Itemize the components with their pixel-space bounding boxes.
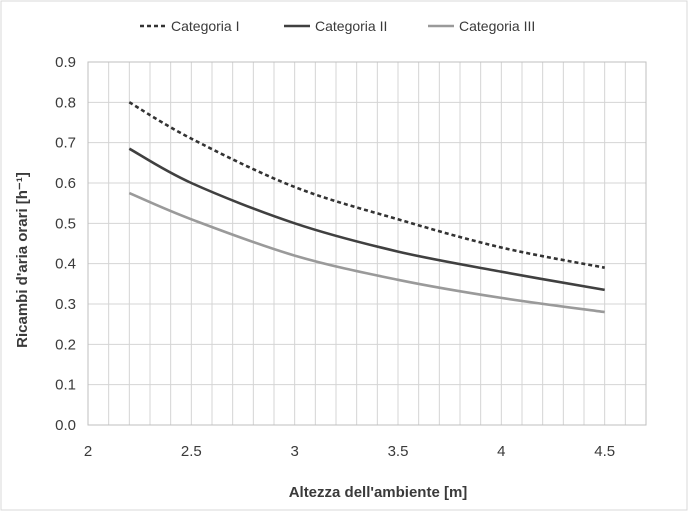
- x-tick-label: 3: [290, 443, 298, 460]
- y-tick-label: 0.5: [55, 215, 76, 232]
- y-axis-title: Ricambi d'aria orari [h⁻¹]: [14, 172, 31, 348]
- x-tick-label: 4: [497, 443, 505, 460]
- y-tick-label: 0.0: [55, 417, 76, 434]
- plot-area-border: [87, 61, 647, 426]
- legend: Categoria I Categoria II Categoria III: [140, 18, 535, 34]
- series-line-2: [128, 147, 605, 292]
- series-line-1: [128, 101, 605, 269]
- legend-label-1: Categoria I: [171, 18, 239, 34]
- y-tick-label: 0.3: [55, 296, 76, 313]
- y-tick-label: 0.8: [55, 94, 76, 111]
- y-tick-label: 0.1: [55, 377, 76, 394]
- grid: [87, 61, 647, 426]
- y-tick-labels: 0.0 0.1 0.2 0.3 0.4 0.5 0.6 0.7 0.8 0.9: [55, 54, 76, 434]
- y-tick-label: 0.6: [55, 175, 76, 192]
- legend-label-2: Categoria II: [315, 18, 387, 34]
- series-line-3: [128, 191, 605, 314]
- y-tick-label: 0.2: [55, 336, 76, 353]
- x-tick-label: 2.5: [181, 443, 202, 460]
- x-axis-title: Altezza dell'ambiente [m]: [289, 484, 468, 501]
- y-tick-label: 0.9: [55, 54, 76, 71]
- legend-label-3: Categoria III: [459, 18, 535, 34]
- series-lines: [128, 101, 605, 314]
- y-tick-label: 0.4: [55, 256, 76, 273]
- x-tick-label: 2: [84, 443, 92, 460]
- x-tick-label: 3.5: [388, 443, 409, 460]
- x-tick-label: 4.5: [594, 443, 615, 460]
- y-tick-label: 0.7: [55, 135, 76, 152]
- x-tick-labels: 2 2.5 3 3.5 4 4.5: [84, 443, 615, 460]
